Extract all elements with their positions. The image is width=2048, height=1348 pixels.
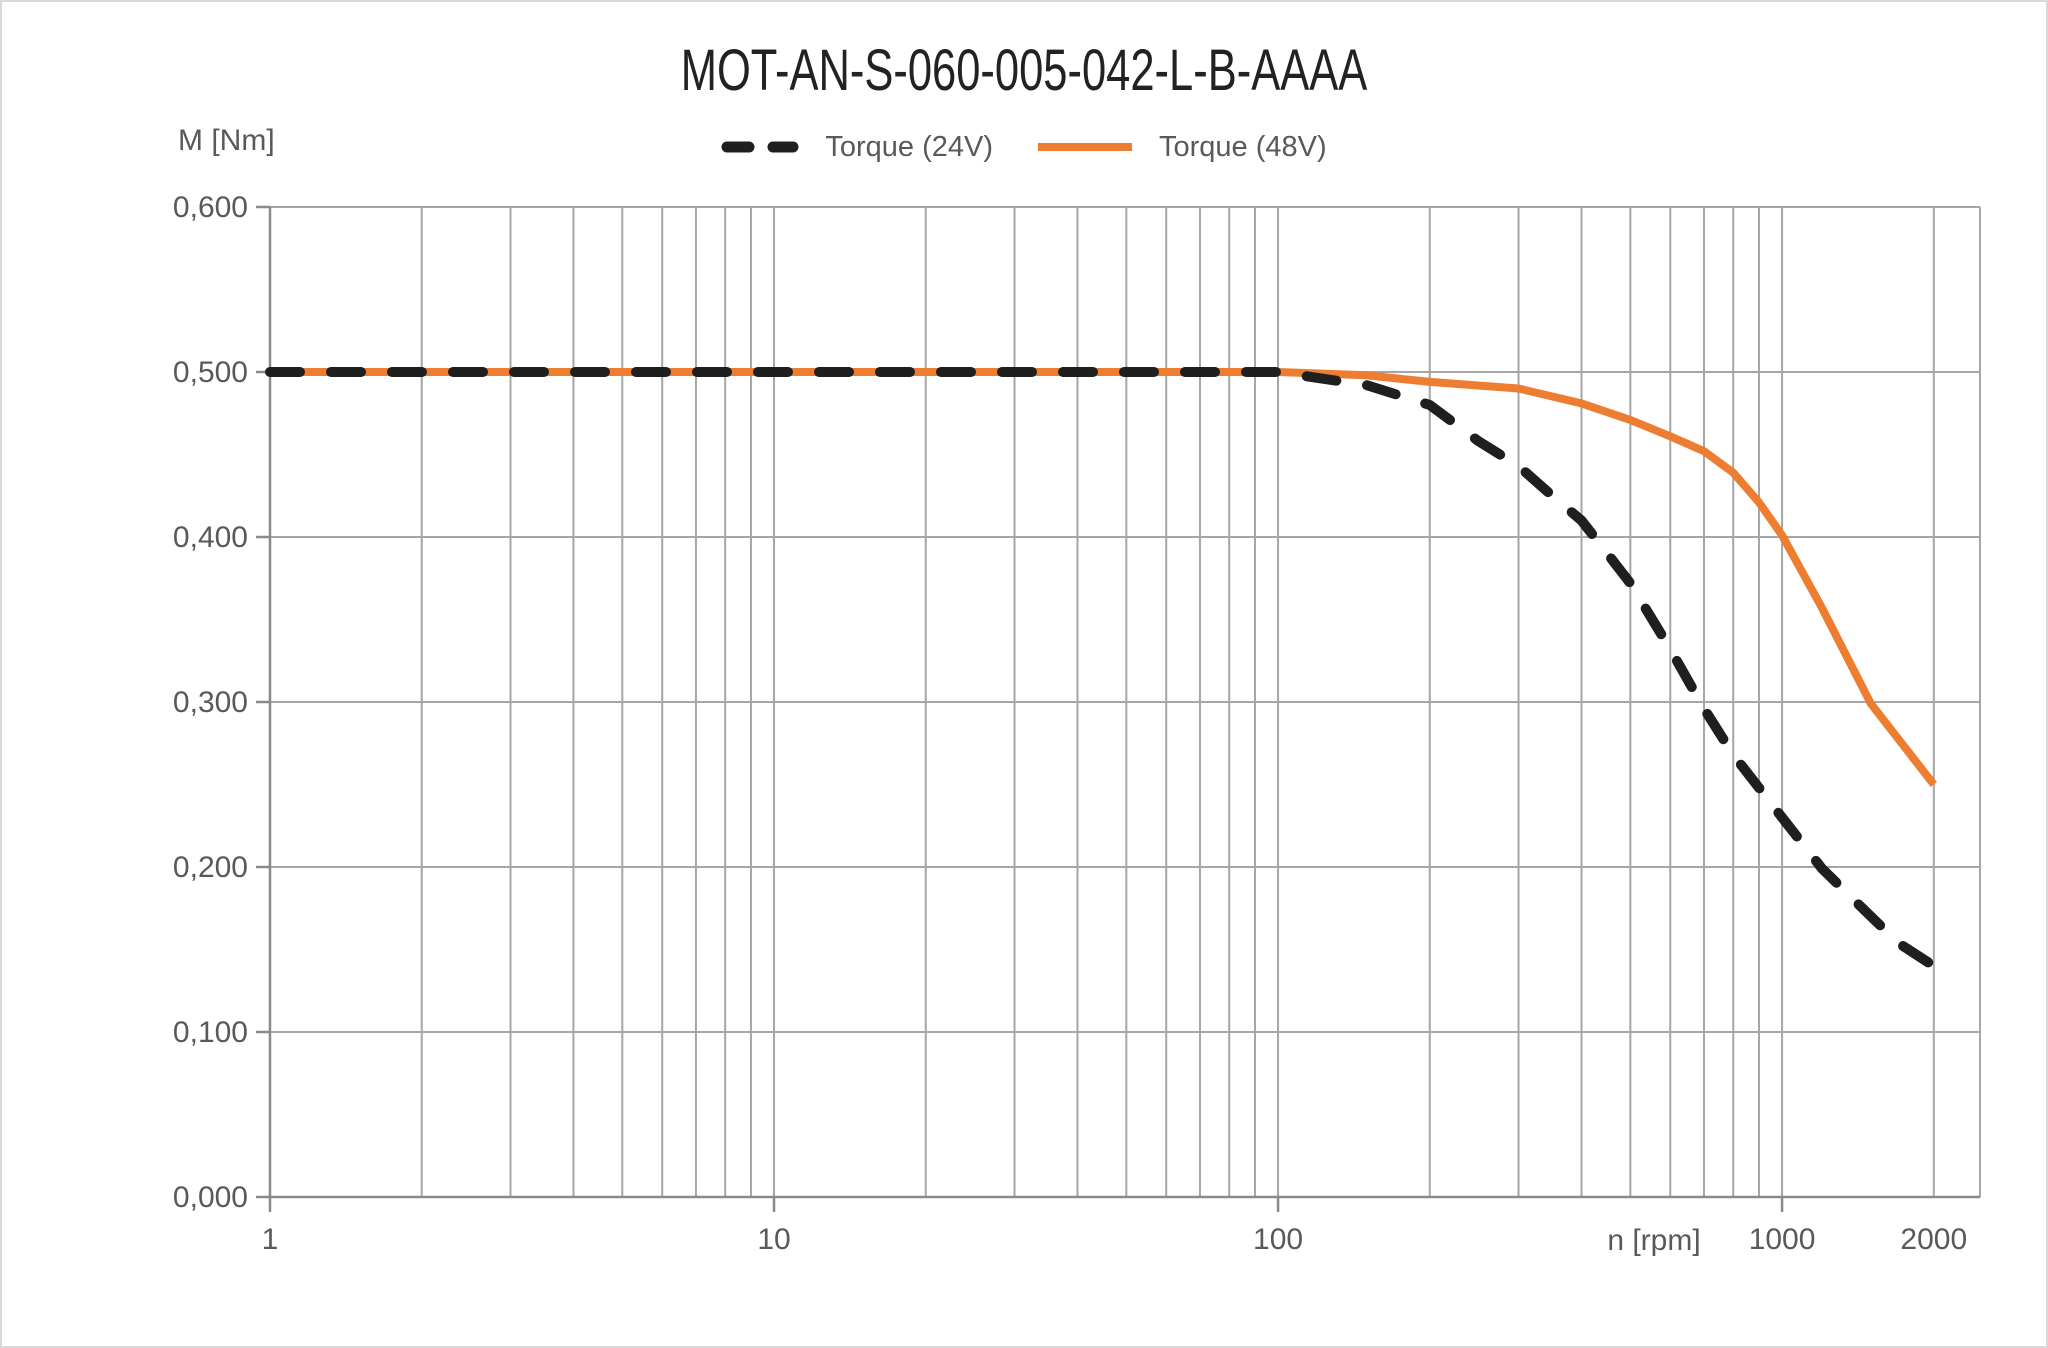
x-tick-label: 2000 [1900, 1223, 1967, 1256]
solid-line-swatch [1038, 143, 1132, 151]
y-tick-label: 0,500 [173, 356, 248, 389]
y-tick-label: 0,600 [173, 191, 248, 224]
series-torque-24v [265, 367, 1939, 971]
legend-label-torque-48v: Torque (48V) [1159, 130, 1327, 163]
x-tick-label: 1 [262, 1223, 279, 1256]
y-tick-label: 0,200 [173, 851, 248, 884]
y-tick-label: 0,000 [173, 1181, 248, 1214]
legend: Torque (24V) Torque (48V) [2, 128, 2046, 166]
legend-item-torque-24v: Torque (24V) [721, 131, 993, 164]
legend-item-torque-48v: Torque (48V) [1037, 131, 1327, 164]
x-tick-label: 10 [757, 1223, 790, 1256]
x-tick-label: 100 [1253, 1223, 1303, 1256]
series-torque-48v [270, 368, 1937, 787]
y-tick-label: 0,100 [173, 1016, 248, 1049]
page-title: MOT-AN-S-060-005-042-L-B-AAAA [680, 38, 1368, 103]
y-tick-label: 0,400 [173, 521, 248, 554]
dashed-line-swatch [721, 141, 799, 153]
legend-label-torque-24v: Torque (24V) [825, 130, 993, 163]
x-axis-title: n [rpm] [1607, 1224, 1701, 1257]
x-tick-label: 1000 [1749, 1223, 1816, 1256]
y-tick-label: 0,300 [173, 686, 248, 719]
y-axis-title: M [Nm] [178, 124, 275, 157]
